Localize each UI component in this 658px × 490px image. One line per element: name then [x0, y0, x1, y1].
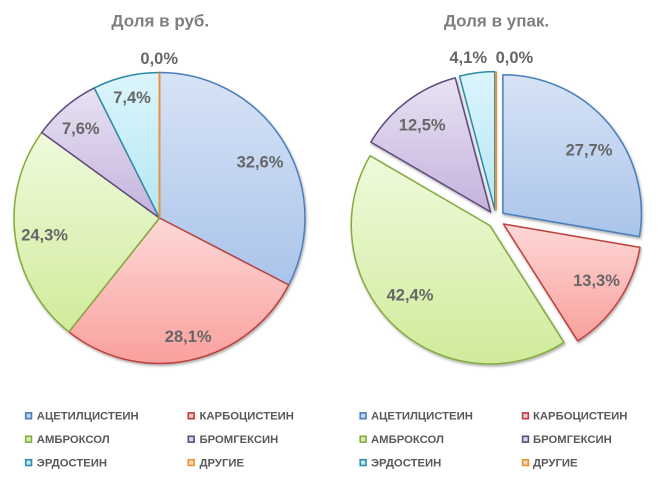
svg-text:ДРУГИЕ: ДРУГИЕ: [200, 458, 245, 470]
svg-text:БРОМГЕКСИН: БРОМГЕКСИН: [200, 434, 279, 446]
svg-text:АЦЕТИЛЦИСТЕИН: АЦЕТИЛЦИСТЕИН: [371, 411, 473, 423]
svg-text:КАРБОЦИСТЕИН: КАРБОЦИСТЕИН: [533, 411, 627, 423]
svg-text:Доля в упак.: Доля в упак.: [444, 12, 549, 31]
svg-text:7,4%: 7,4%: [113, 89, 151, 107]
svg-text:АЦЕТИЛЦИСТЕИН: АЦЕТИЛЦИСТЕИН: [37, 411, 139, 423]
svg-text:КАРБОЦИСТЕИН: КАРБОЦИСТЕИН: [200, 411, 294, 423]
svg-text:АМБРОКСОЛ: АМБРОКСОЛ: [371, 434, 444, 446]
svg-text:ЭРДОСТЕИН: ЭРДОСТЕИН: [37, 458, 107, 470]
svg-text:4,1%: 4,1%: [449, 49, 487, 67]
svg-text:0,0%: 0,0%: [496, 49, 534, 67]
svg-text:13,3%: 13,3%: [573, 272, 620, 290]
svg-text:7,6%: 7,6%: [62, 120, 100, 138]
svg-text:ЭРДОСТЕИН: ЭРДОСТЕИН: [371, 458, 441, 470]
svg-text:27,7%: 27,7%: [566, 142, 613, 160]
svg-text:Доля в руб.: Доля в руб.: [111, 12, 209, 31]
svg-text:БРОМГЕКСИН: БРОМГЕКСИН: [533, 434, 612, 446]
svg-text:28,1%: 28,1%: [165, 328, 212, 346]
svg-text:32,6%: 32,6%: [237, 154, 284, 172]
svg-text:12,5%: 12,5%: [399, 117, 446, 135]
svg-text:АМБРОКСОЛ: АМБРОКСОЛ: [37, 434, 110, 446]
svg-text:0,0%: 0,0%: [140, 50, 178, 68]
svg-text:ДРУГИЕ: ДРУГИЕ: [533, 458, 578, 470]
svg-text:42,4%: 42,4%: [387, 287, 434, 305]
svg-text:24,3%: 24,3%: [21, 227, 68, 245]
